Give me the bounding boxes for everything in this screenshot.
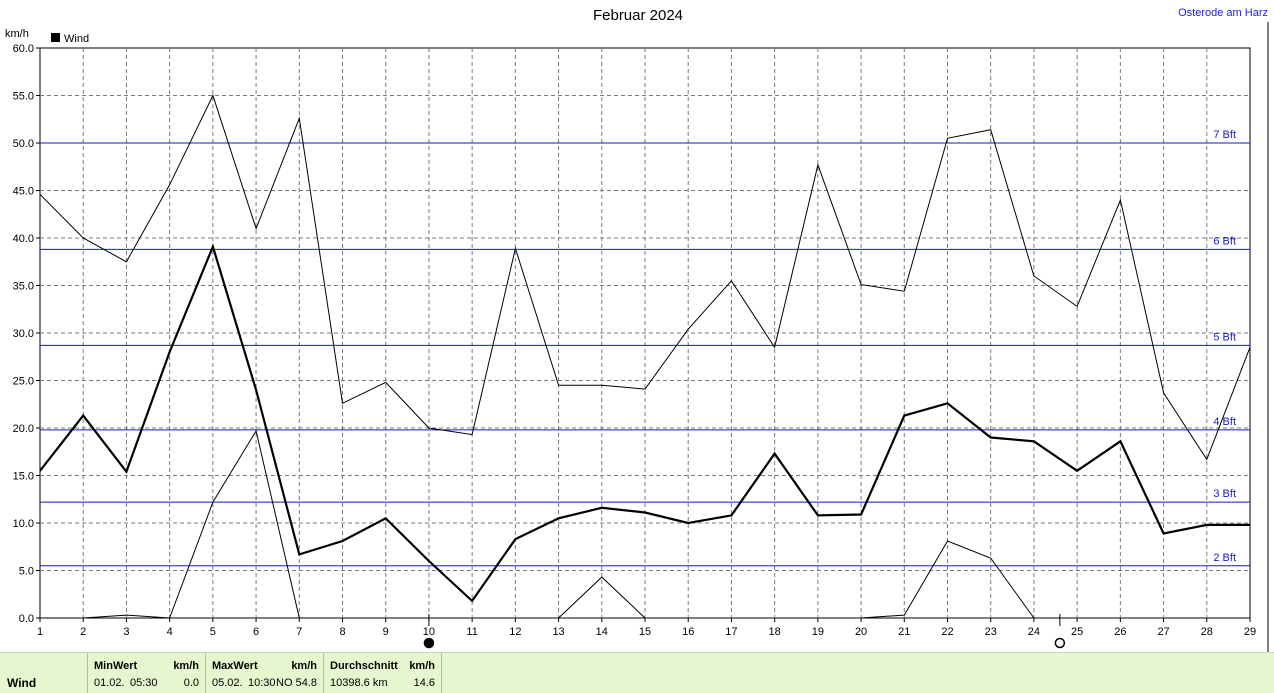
x-tick-label: 13 [552, 626, 564, 638]
max-time: 10:30 [248, 677, 276, 689]
stats-footer: Wind MinWert km/h 01.02. 05:30 0.0 MaxWe… [0, 652, 1274, 693]
x-tick-label: 20 [855, 626, 867, 638]
x-tick-label: 29 [1244, 626, 1256, 638]
x-tick-label: 22 [941, 626, 953, 638]
footer-series-label: Wind [7, 676, 37, 690]
x-tick-label: 1 [37, 626, 43, 638]
avg-value: 14.6 [413, 677, 435, 689]
x-tick-label: 24 [1028, 626, 1040, 638]
beaufort-lines: 2 Bft 3 Bft 4 Bft 5 Bft 6 Bft 7 Bft [40, 129, 1250, 567]
max-date: 05.02. [212, 677, 243, 689]
avg-unit: km/h [409, 660, 435, 672]
y-tick-label: 30.0 [13, 328, 34, 340]
x-tick-label: 4 [167, 626, 173, 638]
footer-series-cell: Wind [0, 653, 88, 693]
x-tick-label: 8 [339, 626, 345, 638]
x-tick-label: 6 [253, 626, 259, 638]
y-axis-unit: km/h [5, 28, 29, 40]
x-tick-label: 25 [1071, 626, 1083, 638]
wind-chart: Februar 2024 Osterode am Harz km/h Wind … [5, 7, 1269, 652]
y-tick-label: 5.0 [19, 566, 34, 578]
x-tick-label: 27 [1157, 626, 1169, 638]
y-tick-label: 50.0 [13, 138, 34, 150]
beaufort-label: 7 Bft [1213, 129, 1236, 141]
min-header: MinWert [94, 660, 138, 672]
new-moon-icon [423, 637, 435, 649]
y-tick-labels: 0.0 5.0 10.0 15.0 20.0 25.0 30.0 35.0 40.0 45.0 50… [13, 43, 40, 625]
beaufort-label: 4 Bft [1213, 416, 1236, 428]
min-time: 05:30 [130, 677, 158, 689]
legend-swatch [51, 33, 60, 42]
y-tick-label: 55.0 [13, 91, 34, 103]
x-tick-labels: 1 2 3 4 5 6 7 8 9 10 11 12 13 14 15 16 17 18 19 20 21 22 23 24 2… [37, 618, 1256, 638]
y-tick-label: 15.0 [13, 471, 34, 483]
y-tick-label: 35.0 [13, 281, 34, 293]
beaufort-label: 3 Bft [1213, 488, 1236, 500]
x-tick-label: 15 [639, 626, 651, 638]
y-tick-label: 25.0 [13, 376, 34, 388]
series-min-line [558, 576, 646, 619]
x-tick-label: 3 [123, 626, 129, 638]
y-tick-label: 20.0 [13, 423, 34, 435]
min-unit: km/h [173, 660, 199, 672]
x-tick-label: 16 [682, 626, 694, 638]
x-tick-label: 23 [985, 626, 997, 638]
x-tick-label: 28 [1201, 626, 1213, 638]
x-tick-label: 2 [80, 626, 86, 638]
footer-avg-cell: Durchschnitt km/h 10398.6 km 14.6 [324, 653, 442, 693]
moon-markers [423, 614, 1066, 649]
min-value: 0.0 [183, 677, 199, 689]
x-tick-label: 19 [812, 626, 824, 638]
y-tick-label: 60.0 [13, 43, 34, 55]
x-tick-label: 9 [383, 626, 389, 638]
max-header: MaxWert [212, 660, 258, 672]
footer-min-cell: MinWert km/h 01.02. 05:30 0.0 [88, 653, 206, 693]
max-unit: km/h [291, 660, 317, 672]
avg-distance: 10398.6 km [330, 677, 388, 689]
x-tick-label: 14 [596, 626, 608, 638]
max-value: 54.8 [295, 677, 317, 689]
x-tick-label: 7 [296, 626, 302, 638]
x-tick-label: 10 [423, 626, 435, 638]
x-tick-label: 17 [725, 626, 737, 638]
series-mean-line [39, 243, 1250, 603]
series-min-line [83, 429, 300, 619]
x-tick-label: 21 [898, 626, 910, 638]
series-lines [39, 94, 1251, 619]
full-moon-icon [1054, 637, 1066, 649]
min-date: 01.02. [94, 677, 125, 689]
beaufort-label: 5 Bft [1213, 331, 1236, 343]
footer-max-cell: MaxWert km/h 05.02. 10:30 NO 54.8 [206, 653, 324, 693]
y-tick-label: 40.0 [13, 233, 34, 245]
y-tick-label: 0.0 [19, 613, 34, 625]
x-tick-label: 18 [769, 626, 781, 638]
series-min-line [861, 540, 1035, 619]
beaufort-label: 2 Bft [1213, 552, 1236, 564]
chart-title: Februar 2024 [593, 7, 683, 24]
location-label: Osterode am Harz [1178, 7, 1268, 19]
x-tick-label: 26 [1114, 626, 1126, 638]
legend-label: Wind [64, 33, 89, 45]
series-max-line [39, 94, 1251, 461]
x-tick-label: 12 [509, 626, 521, 638]
y-tick-label: 45.0 [13, 186, 34, 198]
max-direction: NO [276, 677, 293, 689]
beaufort-label: 6 Bft [1213, 235, 1236, 247]
y-tick-label: 10.0 [13, 518, 34, 530]
x-tick-label: 5 [210, 626, 216, 638]
x-tick-label: 11 [466, 626, 477, 638]
avg-header: Durchschnitt [330, 660, 398, 672]
